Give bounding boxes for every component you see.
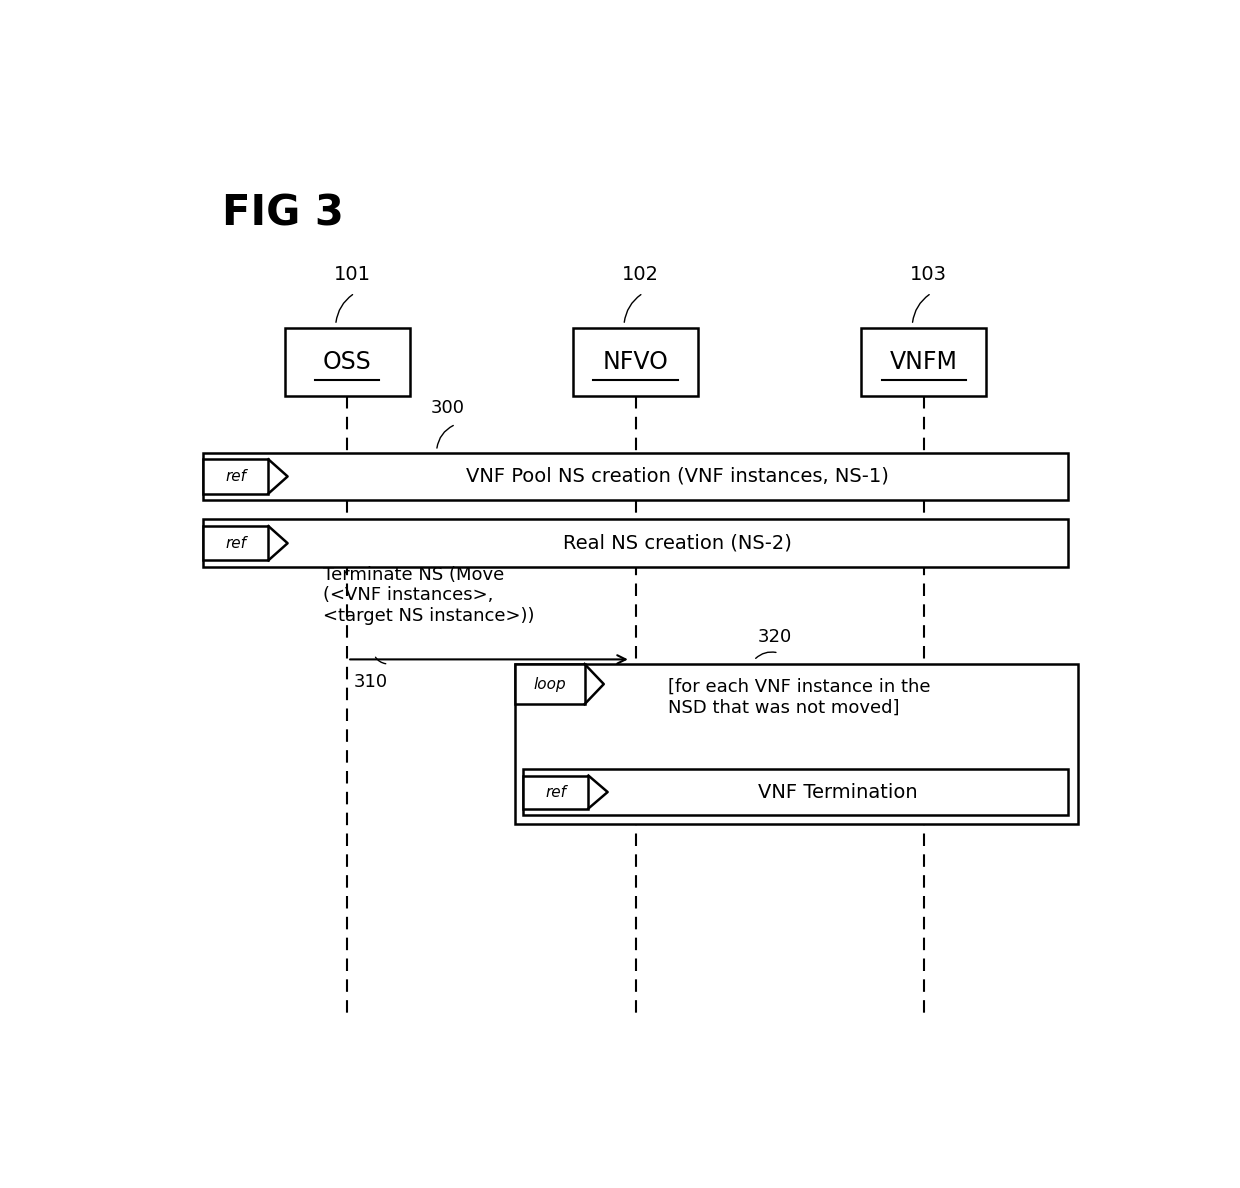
Bar bbox=[285, 328, 409, 397]
Bar bbox=[203, 526, 268, 561]
Text: 102: 102 bbox=[621, 265, 658, 284]
Text: 310: 310 bbox=[355, 674, 388, 691]
Text: 101: 101 bbox=[334, 265, 371, 284]
Bar bbox=[573, 328, 698, 397]
Text: VNFM: VNFM bbox=[890, 350, 957, 374]
Text: 300: 300 bbox=[432, 399, 465, 417]
Bar bbox=[203, 519, 1068, 567]
Text: 103: 103 bbox=[910, 265, 947, 284]
Bar bbox=[523, 776, 589, 809]
Text: VNF Pool NS creation (VNF instances, NS-1): VNF Pool NS creation (VNF instances, NS-… bbox=[466, 467, 889, 486]
Text: VNF Termination: VNF Termination bbox=[758, 783, 918, 802]
Bar bbox=[203, 460, 268, 493]
Text: [for each VNF instance in the
NSD that was not moved]: [for each VNF instance in the NSD that w… bbox=[667, 677, 930, 716]
Bar bbox=[516, 664, 584, 704]
Text: ref: ref bbox=[546, 784, 567, 800]
Text: FIG 3: FIG 3 bbox=[222, 192, 345, 235]
Text: NFVO: NFVO bbox=[603, 350, 668, 374]
Bar bbox=[523, 769, 1068, 815]
Text: loop: loop bbox=[533, 677, 567, 691]
Bar bbox=[516, 664, 1078, 824]
Text: ref: ref bbox=[226, 536, 247, 551]
Text: OSS: OSS bbox=[322, 350, 372, 374]
Bar bbox=[203, 453, 1068, 500]
Text: Terminate NS (Move
(<VNF instances>,
<target NS instance>)): Terminate NS (Move (<VNF instances>, <ta… bbox=[324, 565, 534, 625]
Text: 320: 320 bbox=[758, 627, 792, 646]
Text: ref: ref bbox=[226, 469, 247, 484]
Bar bbox=[862, 328, 986, 397]
Text: Real NS creation (NS-2): Real NS creation (NS-2) bbox=[563, 533, 792, 552]
